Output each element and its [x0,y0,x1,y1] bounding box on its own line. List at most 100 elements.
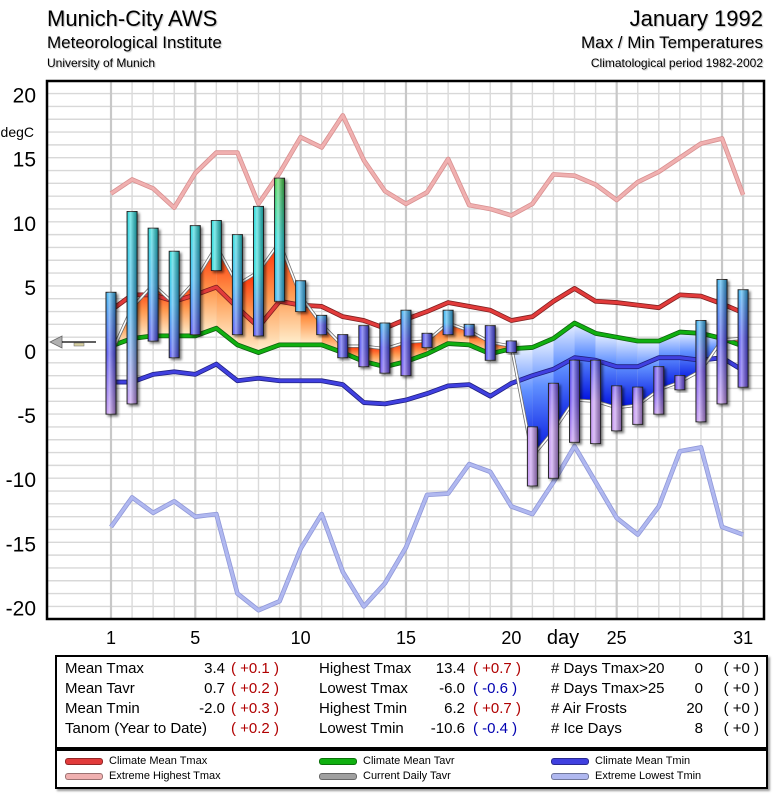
legend-swatch [319,758,357,765]
legend: Climate Mean Tmax Extreme Highest Tmax Cli… [55,749,768,789]
legend-item: Climate Mean Tavr [319,754,519,768]
legend-label: Extreme Lowest Tmin [595,770,702,782]
extreme-lowest-tmin-line [109,444,744,612]
legend-item: Climate Mean Tmin [551,754,751,768]
daily-temp-bar-shine [358,325,369,367]
daily-temp-bar-shine [443,310,454,335]
daily-temp-bar-shine [106,292,116,415]
daily-temp-bar-shine [422,333,433,348]
stat-anomaly: ( +0 ) [723,680,759,697]
daily-temp-bar-shine [569,360,580,443]
x-tick-label: 1 [106,628,116,648]
daily-temp-bar-shine [527,426,538,486]
stat-label: Tanom (Year to Date) [65,720,208,737]
university-title: University of Munich [47,56,156,70]
legend-item: Extreme Lowest Tmin [551,769,751,783]
stat-anomaly: ( +0.1 ) [231,660,279,677]
stat-value: 0.7 [204,680,225,697]
daily-temp-bar-shine [464,324,475,336]
daily-temp-bar-shine [400,310,411,376]
stat-row: Mean Tmin -2.0 ( +0.3 ) [65,699,305,719]
stat-anomaly: ( -0.6 ) [473,680,518,697]
daily-temp-bar-shine [148,228,159,342]
stat-anomaly: ( +0.2 ) [231,680,279,697]
stat-anomaly: ( +0 ) [723,720,759,737]
stat-row: Mean Tmax 3.4 ( +0.1 ) [65,659,305,679]
daily-temp-bar-shine [695,320,706,422]
legend-swatch [551,758,589,765]
stat-value: 0 [694,680,703,697]
stat-row: Highest Tmin 6.2 ( +0.7 ) [319,699,529,719]
stat-value: 6.2 [444,700,465,717]
extreme-highest-tmax-line [110,113,745,217]
stat-value: -6.0 [439,680,465,697]
daily-temp-bar-shine [253,206,264,336]
station-title: Munich-City AWS [47,6,218,31]
stat-row: Lowest Tmax -6.0 ( -0.6 ) [319,679,529,699]
stat-anomaly: ( +0 ) [723,660,759,677]
chart-subtitle: Max / Min Temperatures [580,33,763,52]
climate-mean-tmax-line [110,285,744,330]
stat-row: # Days Tmax>25 0 ( +0 ) [551,679,761,699]
y-tick-label: -15 [6,533,36,556]
legend-swatch [65,773,103,780]
daily-temp-bar-shine [485,325,496,361]
legend-item: Current Daily Tavr [319,769,519,783]
daily-temp-bar-shine [611,385,622,431]
stat-row: # Days Tmax>20 0 ( +0 ) [551,659,761,679]
y-tick-label: 5 [24,277,36,300]
legend-label: Current Daily Tavr [363,770,451,782]
legend-label: Climate Mean Tavr [363,755,455,767]
stat-label: Lowest Tmax [319,680,408,697]
stat-anomaly: ( +0.3 ) [231,700,279,717]
y-tick-label: -20 [6,597,36,620]
stat-row: Tanom (Year to Date) ( +0.2 ) [65,719,305,739]
daily-temp-bar-shine [169,251,180,358]
stat-label: # Air Frosts [551,700,627,717]
stat-row: # Air Frosts 20 ( +0 ) [551,699,761,719]
zero-marker-arrow-icon [49,335,96,349]
daily-temp-bar-shine [632,387,643,425]
stat-label: Lowest Tmin [319,720,404,737]
x-tick-label: 20 [501,628,521,648]
y-tick-label: -10 [6,469,36,492]
legend-swatch [319,773,357,780]
daily-temp-bar-shine [232,234,243,335]
stat-row: Highest Tmax 13.4 ( +0.7 ) [319,659,529,679]
daily-temp-bar-shine [590,360,601,444]
stat-anomaly: ( +0.2 ) [231,720,279,737]
stat-row: Mean Tavr 0.7 ( +0.2 ) [65,679,305,699]
y-tick-label: -5 [17,405,36,428]
legend-swatch [551,773,589,780]
y-tick-label: 0 [24,341,36,364]
stat-label: Highest Tmin [319,700,408,717]
x-tick-label: 25 [607,628,627,648]
plot-frame [45,79,766,621]
daily-temp-bar-shine [211,220,222,271]
daily-temp-bar-shine [738,289,749,388]
climate-mean-tavr-line [110,321,744,369]
stat-label: Mean Tmin [65,700,140,717]
stat-label: # Days Tmax>20 [551,660,665,677]
legend-item: Climate Mean Tmax [65,754,265,768]
stat-value: 13.4 [435,660,465,677]
x-tick-label: 31 [733,628,753,648]
daily-temp-bar-shine [506,341,517,353]
daily-temp-bar-shine [379,323,390,374]
y-tick-label: 15 [13,149,36,172]
stat-value: -2.0 [199,700,225,717]
y-tick-label: 20 [13,85,36,108]
x-tick-label: 5 [190,628,200,648]
stat-value: 3.4 [204,660,225,677]
stats-table: Mean Tmax 3.4 ( +0.1 ) Mean Tavr 0.7 ( +0.2 )… [55,655,768,749]
stat-label: # Days Tmax>25 [551,680,665,697]
y-tick-label: 10 [13,213,36,236]
stat-value: 20 [686,700,703,717]
stat-value: 0 [694,660,703,677]
stat-label: Highest Tmax [319,660,412,677]
legend-label: Climate Mean Tmax [109,755,208,767]
stat-label: Mean Tmax [65,660,144,677]
daily-temp-bar-shine [653,366,664,415]
